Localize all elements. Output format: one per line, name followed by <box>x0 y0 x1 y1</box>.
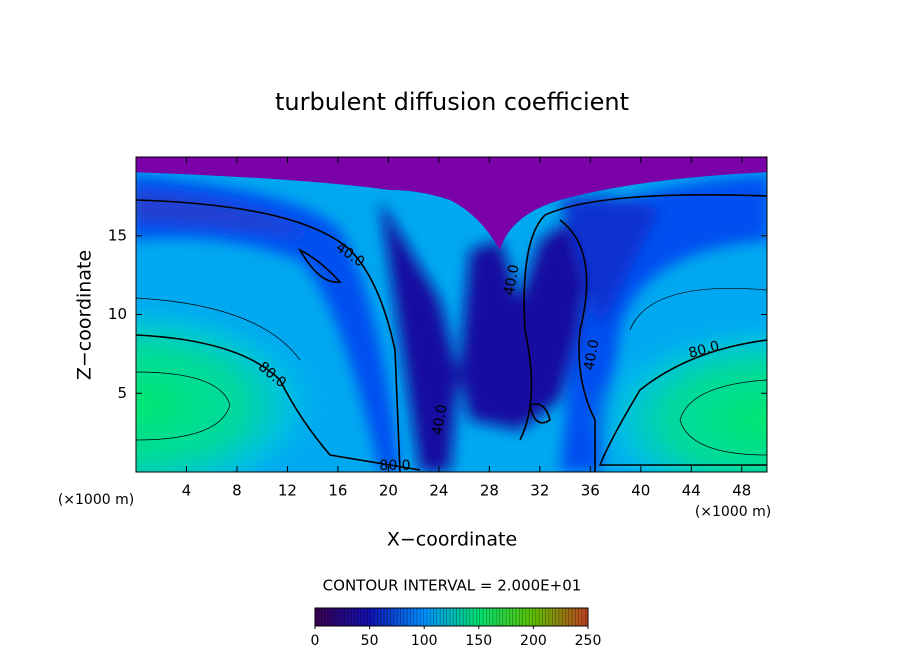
colorbar-tick-label: 250 <box>575 633 602 649</box>
colorbar-tick-label: 50 <box>361 633 379 649</box>
contour-label: 40.0 <box>429 403 450 436</box>
x-tick-label: 40 <box>631 482 650 500</box>
y-tick-label: 5 <box>117 384 127 402</box>
x-tick-label: 24 <box>429 482 448 500</box>
x-tick-label: 32 <box>530 482 549 500</box>
x-unit: (×1000 m) <box>695 504 771 520</box>
x-tick-label: 48 <box>732 482 751 500</box>
chart-title: turbulent diffusion coefficient <box>275 88 629 116</box>
contour-field <box>136 157 767 472</box>
y-unit: (×1000 m) <box>58 492 134 508</box>
y-axis-label: Z−coordinate <box>74 250 96 380</box>
x-tick-label: 20 <box>379 482 398 500</box>
colorbar-tick-label: 200 <box>520 633 547 649</box>
x-tick-label: 44 <box>682 482 701 500</box>
colorbar-tick-label: 0 <box>311 633 320 649</box>
x-tick-label: 12 <box>278 482 297 500</box>
colorbar-tick-label: 100 <box>411 633 438 649</box>
contour-label: 40.0 <box>581 338 602 371</box>
colorbar <box>314 607 589 627</box>
colorbar-tick-label: 150 <box>465 633 492 649</box>
y-tick-label: 15 <box>108 226 127 244</box>
y-tick-label: 10 <box>108 305 127 323</box>
x-tick-label: 28 <box>480 482 499 500</box>
contour-label: 80.0 <box>379 458 410 474</box>
x-axis-label: X−coordinate <box>387 529 517 551</box>
contour-label: 80.0 <box>687 338 721 362</box>
x-tick-label: 4 <box>182 482 192 500</box>
x-tick-label: 8 <box>232 482 242 500</box>
contour-interval: CONTOUR INTERVAL = 2.000E+01 <box>323 577 582 595</box>
x-tick-label: 16 <box>328 482 347 500</box>
contour-label: 40.0 <box>501 263 522 296</box>
x-tick-label: 36 <box>581 482 600 500</box>
